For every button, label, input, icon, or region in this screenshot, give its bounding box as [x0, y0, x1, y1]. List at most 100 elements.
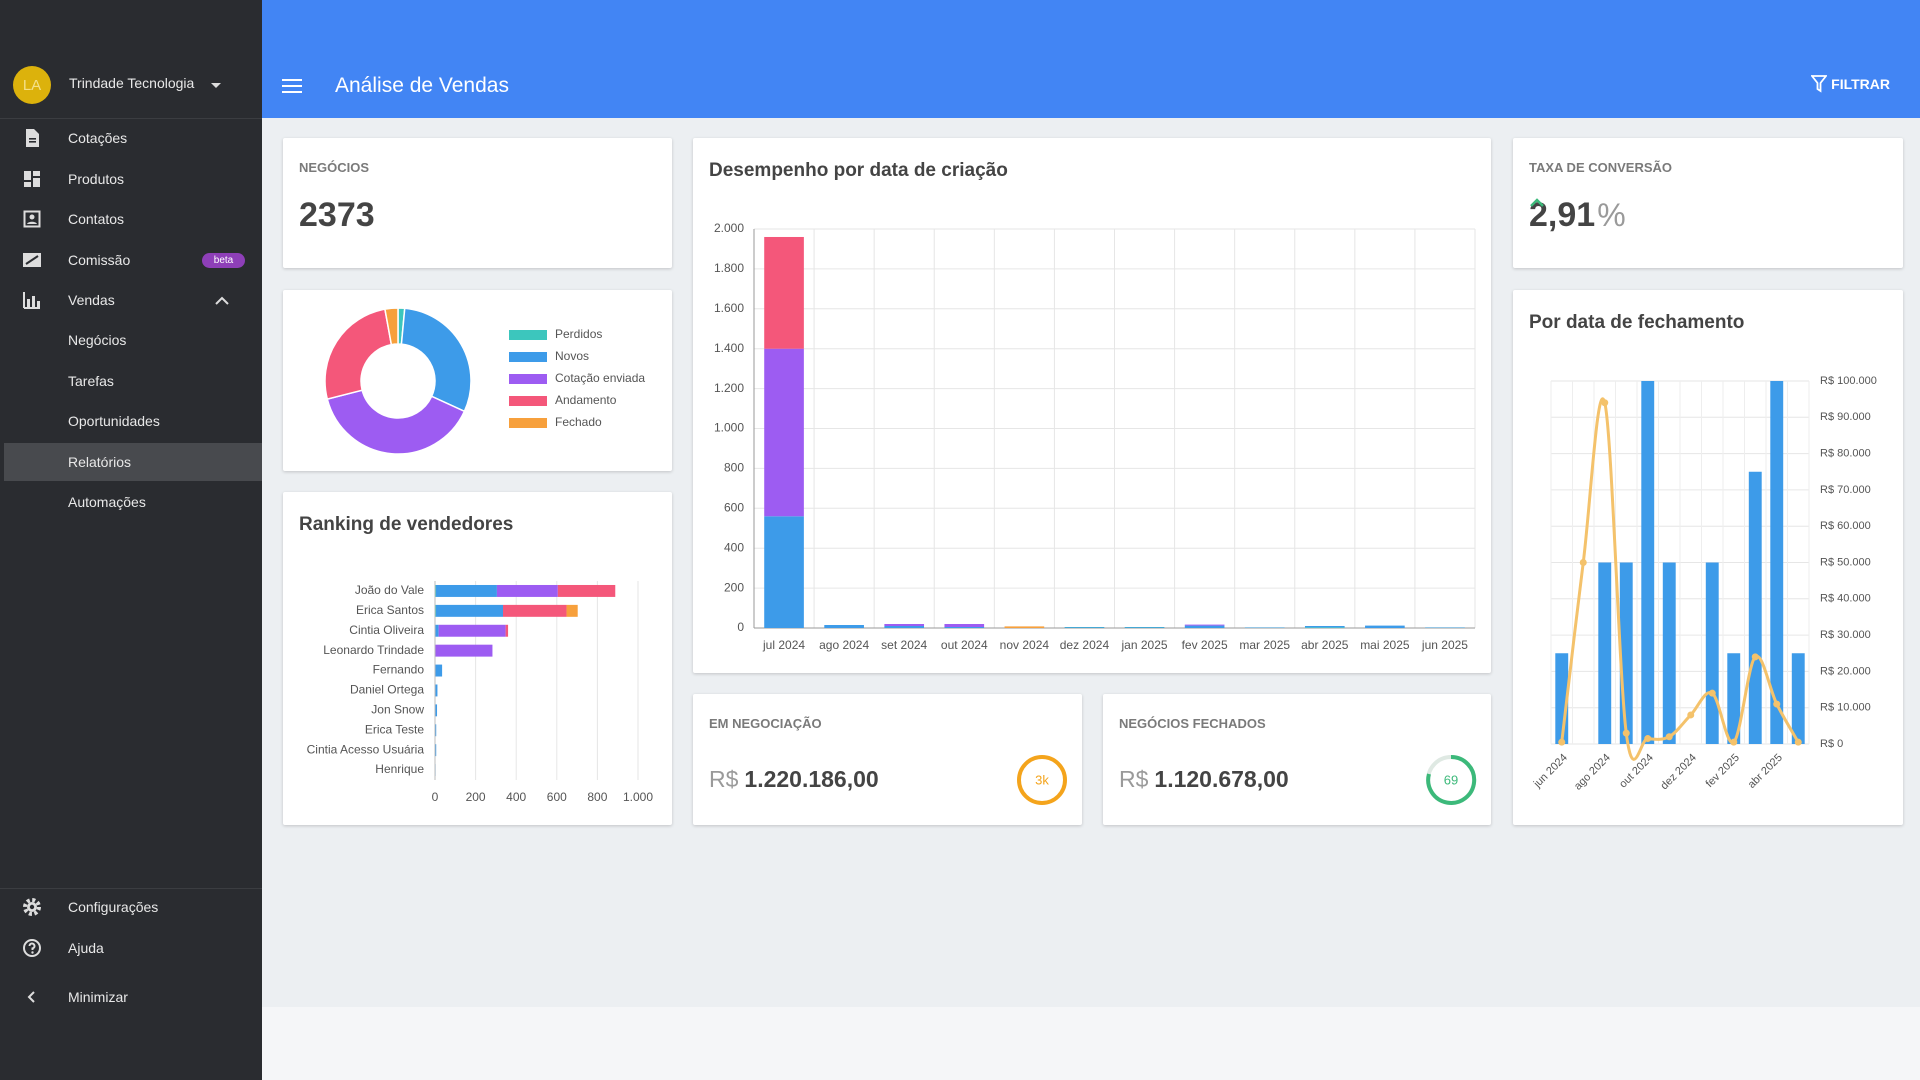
bar-segment [436, 604, 504, 617]
bar-segment [435, 604, 437, 617]
line-point [1687, 711, 1695, 719]
kpi-label: EM NEGOCIAÇÃO [709, 716, 822, 731]
x-tick-label: 0 [432, 790, 439, 804]
bar [1727, 653, 1741, 744]
y-tick-label: 2.000 [714, 221, 744, 235]
bar-segment [496, 584, 558, 597]
donut-slice [324, 308, 393, 401]
bar-segment [1184, 625, 1225, 628]
y-tick-label: R$ 40.000 [1820, 593, 1871, 605]
bar-segment [438, 624, 506, 637]
kpi-value: 2,91% [1529, 196, 1626, 235]
y-tick-label: R$ 90.000 [1820, 411, 1871, 423]
bottom-area [262, 1007, 1920, 1080]
bar-segment [824, 625, 864, 628]
bar-segment [566, 604, 578, 617]
bar-segment [1124, 627, 1165, 628]
line-point [1601, 399, 1609, 407]
x-tick-label: fev 2025 [1704, 752, 1742, 790]
y-tick-label: Cintia Oliveira [349, 623, 424, 637]
x-tick-label: set 2024 [881, 638, 927, 652]
menu-item[interactable]: Configurações [0, 888, 262, 926]
y-tick-label: R$ 10.000 [1820, 702, 1871, 714]
x-tick-label: fev 2025 [1182, 638, 1228, 652]
legend-label: Fechado [555, 415, 602, 429]
kpi-value: R$ 1.120.678,00 [1119, 766, 1289, 793]
x-tick-label: out 2024 [941, 638, 988, 652]
bar-segment [764, 348, 804, 517]
bar-segment [557, 584, 616, 597]
y-tick-label: Erica Santos [356, 603, 424, 617]
menu-button[interactable] [282, 78, 302, 94]
y-tick-label: Cintia Acesso Usuária [307, 742, 425, 756]
bar-segment [435, 644, 493, 657]
legend-swatch [509, 396, 547, 406]
badge: 3k [1017, 755, 1067, 805]
bar [1598, 562, 1612, 744]
app-bar: Análise de Vendas FILTRAR [262, 0, 1920, 118]
kpi-label: TAXA DE CONVERSÃO [1529, 160, 1673, 175]
chart-card: Ranking de vendedores 0 200 400 600 800 1.000… [283, 492, 672, 825]
bar-segment [944, 627, 985, 628]
line-point [1558, 738, 1566, 746]
menu-item[interactable]: Minimizar [0, 978, 262, 1016]
y-tick-label: 1.600 [714, 301, 744, 315]
icon [23, 253, 41, 267]
company-name: Trindade Tecnologia [69, 75, 195, 91]
menu-item[interactable]: Contatos [0, 200, 262, 238]
submenu-item[interactable]: Negócios [0, 321, 262, 359]
x-tick-label: dez 2024 [1658, 752, 1698, 792]
y-tick-label: 600 [724, 500, 744, 514]
menu-item[interactable]: Cotações [0, 119, 262, 157]
submenu-item[interactable]: Relatórios [4, 443, 262, 481]
donut-slice [326, 389, 466, 455]
menu-label: Negócios [68, 332, 127, 348]
bar-segment [764, 516, 804, 628]
chevron [215, 296, 229, 305]
menu-label: Contatos [68, 211, 125, 227]
performance-chart: Desempenho por data de criação 0 200 400 60… [709, 160, 1476, 652]
line-point [1794, 738, 1802, 746]
menu-label: Ajuda [68, 940, 104, 956]
filter-button[interactable]: FILTRAR [1811, 75, 1890, 93]
menu-item[interactable]: Ajuda [0, 929, 262, 967]
badge: 69 [1426, 754, 1477, 805]
filter-icon [1811, 75, 1828, 93]
menu-item[interactable]: Comissão beta [0, 241, 262, 279]
icon [23, 939, 41, 957]
y-tick-label: R$ 20.000 [1820, 665, 1871, 677]
y-tick-label: R$ 80.000 [1820, 448, 1871, 460]
chart-card: Por data de fechamento R$ 0 R$ 10.000 R$ 2… [1513, 290, 1903, 825]
y-tick-label: R$ 60.000 [1820, 520, 1871, 532]
line-point [1579, 559, 1587, 566]
menu-label: Tarefas [68, 373, 114, 389]
sidebar: LA Trindade Tecnologia Cotações Produtos… [0, 0, 262, 1080]
bar-segment [1184, 624, 1225, 626]
menu-item[interactable]: Vendas [0, 281, 262, 319]
bar-segment [435, 704, 438, 717]
menu-label: Comissão [68, 252, 131, 268]
y-tick-label: 800 [724, 461, 744, 475]
company-switcher[interactable]: LA Trindade Tecnologia [0, 62, 262, 106]
submenu-item[interactable]: Automações [0, 483, 262, 521]
bar-segment [435, 724, 437, 737]
y-tick-label: R$ 70.000 [1820, 484, 1871, 496]
submenu-item[interactable]: Tarefas [0, 362, 262, 400]
submenu-item[interactable]: Oportunidades [0, 402, 262, 440]
bar-segment [884, 624, 925, 627]
y-tick-label: 400 [724, 540, 744, 554]
legend-swatch [509, 418, 547, 428]
legend-swatch [509, 374, 547, 384]
x-tick-label: 800 [587, 790, 607, 804]
kpi-value: R$ 1.220.186,00 [709, 766, 879, 793]
y-tick-label: 0 [737, 620, 744, 634]
y-tick-label: Leonardo Trindade [323, 643, 424, 657]
icon [27, 991, 35, 1003]
line-point [1751, 653, 1759, 661]
x-tick-label: ago 2024 [819, 638, 869, 652]
y-tick-label: 200 [724, 580, 744, 594]
x-tick-label: mar 2025 [1239, 638, 1290, 652]
menu-label: Produtos [68, 171, 125, 187]
menu-item[interactable]: Produtos [0, 160, 262, 198]
donut-slice [400, 307, 472, 413]
